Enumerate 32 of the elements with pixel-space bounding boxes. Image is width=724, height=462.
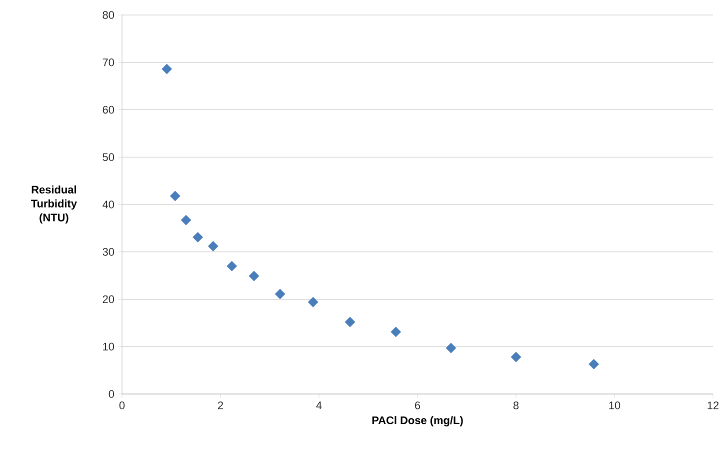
y-tick-label: 10 [103, 342, 114, 351]
point [180, 214, 192, 226]
y-tick-label: 0 [108, 390, 114, 398]
x-tick-label: 8 [513, 402, 519, 410]
x-tick-label: 6 [415, 402, 420, 410]
y-axis-title: Residual Turbidity (NTU) [31, 185, 77, 224]
x-axis-title: PACl Dose (mg/L) [372, 416, 463, 426]
point [588, 358, 600, 370]
point [274, 288, 286, 300]
y-tick-label: 40 [102, 200, 114, 208]
point [308, 296, 318, 308]
y-tick-label: 70 [102, 58, 114, 66]
point [226, 260, 238, 272]
x-tick-label: 0 [119, 402, 125, 410]
x-tick-label: 2 [218, 402, 223, 410]
point [390, 326, 402, 338]
y-tick-label: 60 [102, 106, 114, 114]
point [446, 342, 456, 354]
x-tick-label: 10 [609, 402, 620, 410]
point [510, 352, 522, 362]
y-tick-label: 50 [102, 153, 114, 162]
point [248, 270, 260, 282]
y-tick-label: 30 [102, 248, 114, 256]
x-tick-label: 12 [708, 402, 719, 410]
point [170, 190, 180, 202]
point [208, 240, 218, 252]
point [192, 232, 204, 242]
y-tick-label: 20 [102, 295, 114, 304]
x-tick-label: 4 [316, 402, 322, 410]
point [344, 316, 356, 328]
point [162, 64, 172, 74]
y-tick-label: 80 [102, 11, 114, 19]
